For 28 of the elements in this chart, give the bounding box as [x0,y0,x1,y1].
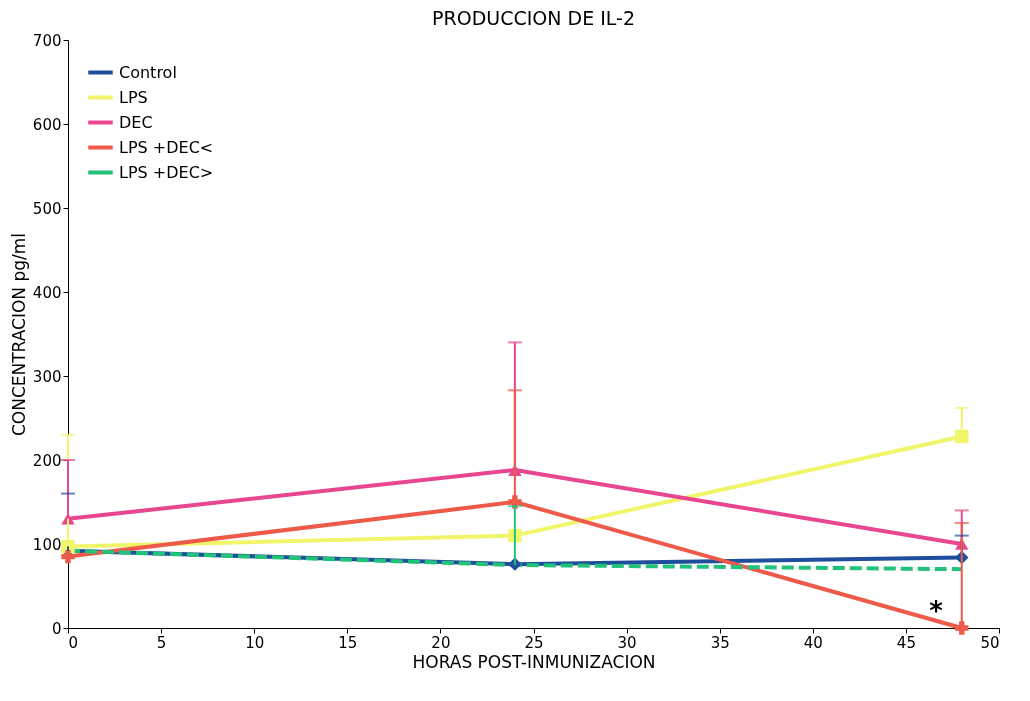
legend-label: LPS +DEC< [119,137,214,157]
legend-label: Control [119,62,177,82]
x-tick-label: 45 [896,633,916,652]
x-tick-label: 5 [156,633,167,652]
legend-label: DEC [119,112,153,132]
y-tick-label: 500 [32,199,62,218]
y-tick-label: 400 [32,283,62,302]
x-tick-label: 15 [338,633,358,652]
y-tick-label: 200 [32,451,62,470]
annotation: * [929,596,944,626]
x-tick-label: 10 [245,633,265,652]
y-tick-label: 0 [51,619,62,638]
x-tick-label: 20 [431,633,451,652]
x-tick-label: 40 [803,633,823,652]
chart-title: PRODUCCION DE IL-2 [432,7,635,29]
x-tick-label: 50 [980,633,1000,652]
x-tick-label: 35 [710,633,730,652]
legend-label: LPS [119,87,148,107]
y-tick-label: 300 [32,367,62,386]
legend-label: LPS +DEC> [119,162,214,182]
x-tick-label: 30 [617,633,637,652]
y-tick-label: 100 [32,535,62,554]
x-tick-label: 25 [524,633,544,652]
y-tick-label: 700 [32,31,62,50]
x-axis-title: HORAS POST-INMUNIZACION [412,651,656,672]
y-tick-label: 600 [32,115,62,134]
x-tick-label: 0 [68,633,79,652]
y-axis-title: CONCENTRACION pg/ml [8,232,29,437]
